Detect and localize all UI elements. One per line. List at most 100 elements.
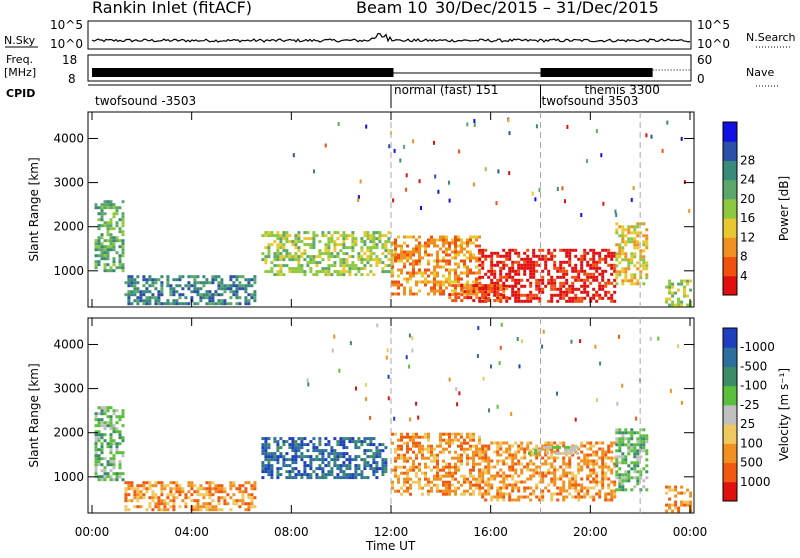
range-cell [598,251,602,255]
range-cell [508,456,512,460]
range-cell [97,218,101,222]
range-cell [115,239,119,243]
scatter-cell [508,171,511,176]
range-cell [621,458,625,462]
range-cell [633,240,637,244]
range-cell [381,246,385,250]
range-cell [529,477,533,481]
range-cell [490,290,494,294]
range-cell [544,453,548,457]
range-cell [282,464,286,468]
range-cell [235,302,239,306]
range-cell [445,262,448,266]
range-cell [469,456,472,460]
range-cell [571,296,575,300]
range-cell [406,256,409,260]
range-cell [535,278,539,282]
range-cell [615,428,619,432]
range-cell [689,509,693,513]
scatter-cell [541,344,544,349]
range-cell [668,497,672,501]
range-cell [645,449,649,453]
range-cell [351,243,355,247]
range-cell [592,260,596,264]
cpid-label: CPID [6,87,35,100]
range-cell [288,234,292,238]
range-cell [601,248,605,252]
range-cell [372,473,376,477]
range-cell [523,450,527,454]
range-cell [621,234,625,238]
range-cell [342,443,346,447]
range-cell [97,478,101,482]
range-cell [193,508,197,512]
range-cell [294,455,298,459]
range-cell [345,458,349,462]
range-cell [496,489,500,493]
range-cell [339,258,343,262]
range-cell [472,444,475,448]
range-cell [214,278,218,282]
range-cell [529,459,533,463]
range-cell [130,290,134,294]
range-cell [375,255,379,259]
range-cell [412,468,415,472]
range-cell [613,462,617,466]
range-cell [109,427,113,431]
range-cell [469,296,473,300]
range-cell [574,254,578,258]
range-cell [270,470,274,474]
range-cell [683,291,687,295]
range-cell [330,252,334,256]
range-cell [363,452,367,456]
range-cell [187,302,191,306]
range-cell [375,231,379,235]
range-cell [412,265,415,269]
range-cell [674,503,678,507]
range-cell [445,432,448,436]
range-cell [133,293,137,297]
range-cell [345,237,349,241]
range-cell [526,468,530,472]
range-cell [460,271,463,275]
range-cell [627,449,631,453]
range-cell [541,456,545,460]
range-cell [267,452,271,456]
range-cell [427,438,430,442]
range-cell [439,489,442,493]
range-cell [351,261,355,265]
range-cell [534,451,537,455]
range-cell [514,281,518,285]
range-cell [112,260,116,264]
range-cell [541,278,545,282]
range-cell [547,456,551,460]
range-cell [601,468,605,472]
range-cell [607,477,611,481]
range-cell [406,459,409,463]
range-cell [403,483,406,487]
range-cell [321,470,325,474]
range-cell [645,234,649,238]
range-cell [514,498,518,502]
range-cell [517,459,521,463]
range-cell [538,471,542,475]
range-cell [351,234,355,238]
range-cell [336,458,340,462]
range-cell [415,283,418,287]
range-cell [583,272,587,276]
range-cell [267,464,271,468]
colorbar-tick-label: 25 [740,417,755,431]
range-cell [279,473,283,477]
range-cell [633,243,637,247]
range-cell [520,495,524,499]
range-cell [580,459,584,463]
range-cell [406,456,409,460]
range-cell [100,215,104,219]
range-cell [645,237,649,241]
range-cell [115,475,119,479]
range-cell [312,237,316,241]
range-cell [448,268,451,272]
range-cell [604,456,608,460]
range-cell [610,266,614,270]
range-cell [499,486,503,490]
